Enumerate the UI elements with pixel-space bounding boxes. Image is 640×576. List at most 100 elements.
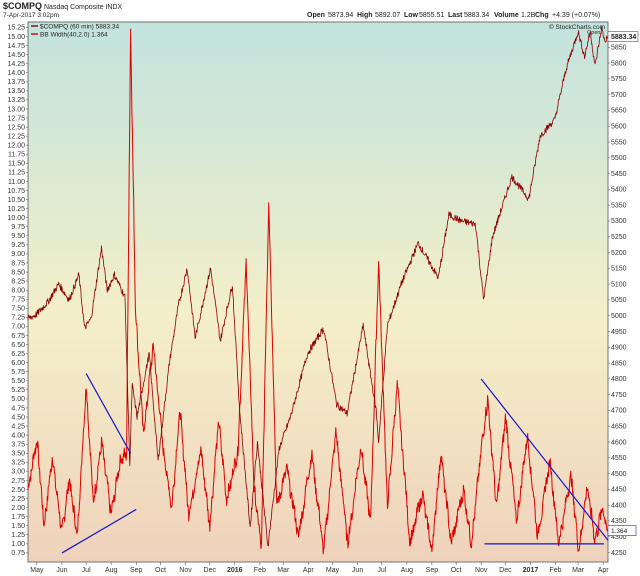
x-tick-label: Jul (377, 567, 386, 574)
open-label: Open (307, 12, 325, 19)
right-tick-label: 4950 (611, 329, 627, 336)
left-tick-label: 9.50 (11, 233, 25, 240)
legend: $COMPQ (60 min) 5883.34 BB Width(40,2.0)… (31, 24, 120, 39)
left-tick-label: 14.75 (7, 43, 25, 50)
x-tick-label: May (30, 567, 44, 574)
left-tick-label: 8.25 (11, 278, 25, 285)
left-tick-label: 2.50 (11, 487, 25, 494)
left-axis: 0.75 1.00 1.25 1.50 1.75 2.00 2.25 2.50 2.75 3.00… (7, 25, 28, 557)
right-tick-label: 5050 (611, 297, 627, 304)
chg-value: +4.39 (+0.07%) (552, 12, 600, 19)
left-tick-label: 1.50 (11, 523, 25, 530)
left-tick-label: 6.50 (11, 342, 25, 349)
left-tick-label: 3.50 (11, 451, 25, 458)
left-tick-label: 4.75 (11, 405, 25, 412)
right-tick-label: 4850 (611, 360, 627, 367)
bbw-tag: 1.364 (607, 525, 637, 537)
left-tick-label: 3.00 (11, 469, 25, 476)
left-tick-label: 13.00 (7, 106, 25, 113)
right-tick-label: 4350 (611, 518, 627, 525)
left-tick-label: 7.50 (11, 306, 25, 313)
x-tick-label: Feb (549, 567, 561, 574)
right-tick-label: 5000 (611, 313, 627, 320)
left-tick-label: 1.25 (11, 532, 25, 539)
left-tick-label: 7.75 (11, 297, 25, 304)
left-tick-label: 9.00 (11, 251, 25, 258)
left-tick-label: 5.50 (11, 378, 25, 385)
left-tick-label: 7.25 (11, 315, 25, 322)
right-tick-label: 4450 (611, 487, 627, 494)
right-tick-label: 4750 (611, 392, 627, 399)
volume-label: Volume (494, 12, 519, 19)
right-tick-label: 4550 (611, 455, 627, 462)
x-tick-label: Dec (204, 567, 217, 574)
left-tick-label: 8.75 (11, 260, 25, 267)
x-tick-label: 2016 (227, 567, 243, 574)
x-axis: May Jun Jul Aug Sep Oct Nov Dec 2016 Feb Mar Apr May… (30, 562, 609, 574)
right-tick-label: 5100 (611, 281, 627, 288)
left-tick-label: 12.50 (7, 124, 25, 131)
price-tag: 5883.34 (607, 31, 639, 43)
x-tick-label: Aug (401, 567, 414, 574)
right-tick-label: 5350 (611, 202, 627, 209)
left-tick-label: 11.00 (8, 179, 25, 186)
left-tick-label: 13.50 (7, 88, 25, 95)
left-tick-label: 2.75 (11, 478, 25, 485)
right-tick-label: 5550 (611, 139, 627, 146)
plot-area (27, 21, 609, 563)
price-line (27, 26, 609, 547)
left-tick-label: 5.25 (11, 387, 25, 394)
x-tick-label: Feb (254, 567, 266, 574)
left-tick-label: 14.50 (7, 52, 25, 59)
right-tick-label: 4500 (611, 471, 627, 478)
x-tick-label: Dec (499, 567, 512, 574)
chg-label: Chg (535, 12, 549, 19)
right-tick-label: 5150 (611, 266, 627, 273)
left-tick-label: 7.00 (11, 324, 25, 331)
x-tick-label: Jun (56, 567, 67, 574)
last-label: Last (448, 12, 463, 19)
left-tick-label: 2.25 (11, 496, 25, 503)
right-tick-label: 4250 (611, 550, 627, 557)
right-tick-label: 5800 (611, 60, 627, 67)
right-tick-label: 5400 (611, 187, 627, 194)
left-tick-label: 4.00 (11, 432, 25, 439)
x-tick-label: Jul (82, 567, 91, 574)
left-tick-label: 10.25 (7, 206, 25, 213)
left-tick-label: 8.50 (11, 269, 25, 276)
chart-header: $COMPQ Nasdaq Composite INDX 7-Apr-2017 … (3, 1, 600, 19)
trendline-layer (61, 373, 609, 554)
x-tick-label: Apr (303, 567, 315, 574)
right-tick-label: 4900 (611, 345, 627, 352)
low-label: Low (404, 12, 419, 19)
right-tick-label: 5300 (611, 218, 627, 225)
bb-width-line (27, 28, 609, 555)
left-tick-label: 12.75 (7, 115, 25, 122)
left-tick-label: 9.25 (11, 242, 25, 249)
volume-value: 1.2B (521, 12, 536, 19)
right-tick-label: 4400 (611, 502, 627, 509)
left-tick-label: 5.75 (11, 369, 25, 376)
x-tick-label: Mar (572, 567, 585, 574)
right-tick-label: 5850 (611, 45, 627, 52)
x-tick-label: Sep (426, 567, 439, 574)
right-tick-label: 4300 (611, 534, 627, 541)
open-value: 5873.94 (328, 12, 353, 19)
left-tick-label: 12.25 (7, 133, 25, 140)
low-value: 5855.51 (419, 12, 444, 19)
left-tick-label: 2.00 (11, 505, 25, 512)
left-tick-label: 6.25 (11, 351, 25, 358)
series-layer (27, 26, 609, 555)
right-tick-label: 5500 (611, 155, 627, 162)
left-tick-label: 6.75 (11, 333, 25, 340)
left-tick-label: 3.25 (11, 460, 25, 467)
x-tick-label: Nov (179, 567, 192, 574)
right-axis: 4250 4300 4350 4400 4450 4500 4550 4600 4650 4700… (608, 45, 627, 557)
left-tick-label: 3.75 (11, 442, 25, 449)
left-tick-label: 0.75 (11, 550, 25, 557)
right-tick-label: 5250 (611, 234, 627, 241)
high-value: 5892.07 (375, 12, 400, 19)
x-tick-label: Mar (277, 567, 290, 574)
right-tick-label: 5450 (611, 171, 627, 178)
right-tick-label: 5650 (611, 108, 627, 115)
